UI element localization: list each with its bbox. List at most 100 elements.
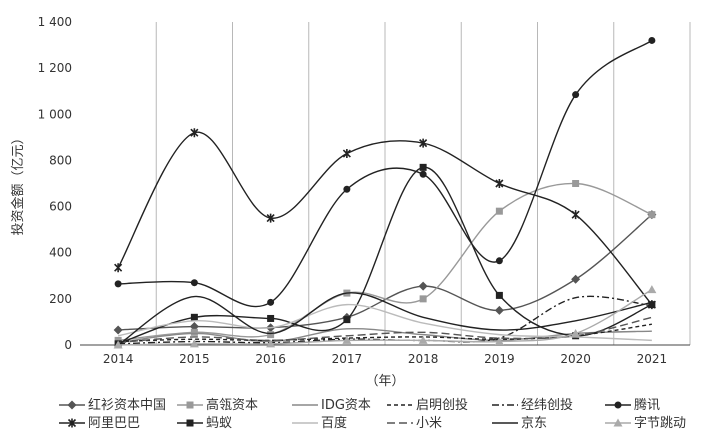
legend-marker [186,419,194,427]
data-point [419,170,427,178]
legend-label: 腾讯 [634,397,660,413]
data-point [648,211,656,219]
legend-item: 京东 [492,416,547,431]
data-point [267,298,275,306]
series-line [118,316,653,344]
data-point [342,149,351,159]
x-tick-label: 2016 [255,352,286,366]
data-point [571,210,580,220]
legend-label: IDG资本 [321,398,371,413]
legend-marker [613,418,623,427]
data-point [495,179,504,188]
y-tick-label: 800 [49,153,72,167]
legend-item: 经纬创投 [492,397,573,413]
series-line [118,39,653,308]
data-point [190,279,198,287]
data-point [190,328,198,336]
data-point [190,313,198,321]
data-point [267,331,275,339]
legend-item: 阿里巴巴 [59,416,140,431]
legend-label: 经纬创投 [521,397,573,413]
legend-label: 小米 [416,416,442,431]
x-tick-label: 2018 [408,352,439,366]
legend-label: 字节跳动 [634,416,686,431]
series-line [117,292,653,346]
y-axis-title: 投资金额（亿元） [10,131,26,235]
data-point [572,180,580,187]
data-point [343,316,351,324]
data-point [495,257,503,265]
legend-label: 红衫资本中国 [88,397,166,413]
data-point [343,185,351,193]
legend-item: 小米 [387,416,442,431]
data-point [190,128,199,138]
data-point [571,328,581,337]
x-tick-label: 2017 [332,352,363,366]
x-axis-title: （年） [365,374,404,389]
data-point [648,36,656,44]
series-2 [118,327,652,344]
y-tick-label: 200 [49,292,72,306]
legend-item: 蚂蚁 [177,416,232,431]
series-line [118,182,653,342]
series-5 [114,36,656,308]
legend-marker [67,418,77,428]
data-point [342,335,352,344]
series-9 [118,316,653,344]
legend-label: 启明创投 [416,397,468,413]
legend-item: 红衫资本中国 [59,397,166,413]
legend-item: 腾讯 [605,397,660,413]
data-point [419,163,427,171]
legend-marker [614,401,622,409]
series-10 [117,292,653,346]
data-point [418,281,428,291]
data-point [494,305,504,315]
x-tick-label: 2015 [179,352,210,366]
legend-item: IDG资本 [292,398,371,413]
data-point [494,337,504,346]
data-point [647,285,657,294]
y-tick-label: 1 000 [38,107,72,121]
legend-marker [186,401,194,409]
data-point [266,213,275,223]
series-11 [113,285,657,349]
x-tick-label: 2014 [103,352,134,366]
y-tick-label: 400 [49,246,72,260]
legend-label: 高瓴资本 [206,397,258,413]
data-point [572,91,580,99]
data-point [113,340,123,349]
y-tick-label: 1 200 [38,61,72,75]
data-point [267,314,275,322]
data-point [648,301,656,309]
data-point [189,322,199,332]
series-line [117,166,653,345]
data-point [571,274,581,284]
x-tick-label: 2021 [637,352,668,366]
legend-item: 高瓴资本 [177,397,258,413]
legend-item: 百度 [292,415,347,431]
data-point [189,339,199,348]
x-tick-label: 2020 [560,352,591,366]
x-tick-label: 2019 [484,352,515,366]
data-point [419,138,428,148]
data-point [418,335,428,344]
data-point [114,280,122,288]
series-line [118,327,652,344]
legend-marker [67,400,77,410]
data-point [495,291,503,299]
legend-item: 启明创投 [387,397,468,413]
legend-label: 京东 [521,416,547,431]
legend-item: 字节跳动 [605,416,686,431]
legend-label: 阿里巴巴 [88,416,140,431]
data-point [266,339,276,348]
legend-label: 蚂蚁 [206,416,232,431]
y-tick-label: 0 [64,338,72,352]
data-point [495,207,503,215]
y-tick-label: 600 [49,200,72,214]
data-point [419,295,427,303]
y-tick-label: 1 400 [38,15,72,29]
data-point [114,263,123,273]
data-point [113,325,123,335]
